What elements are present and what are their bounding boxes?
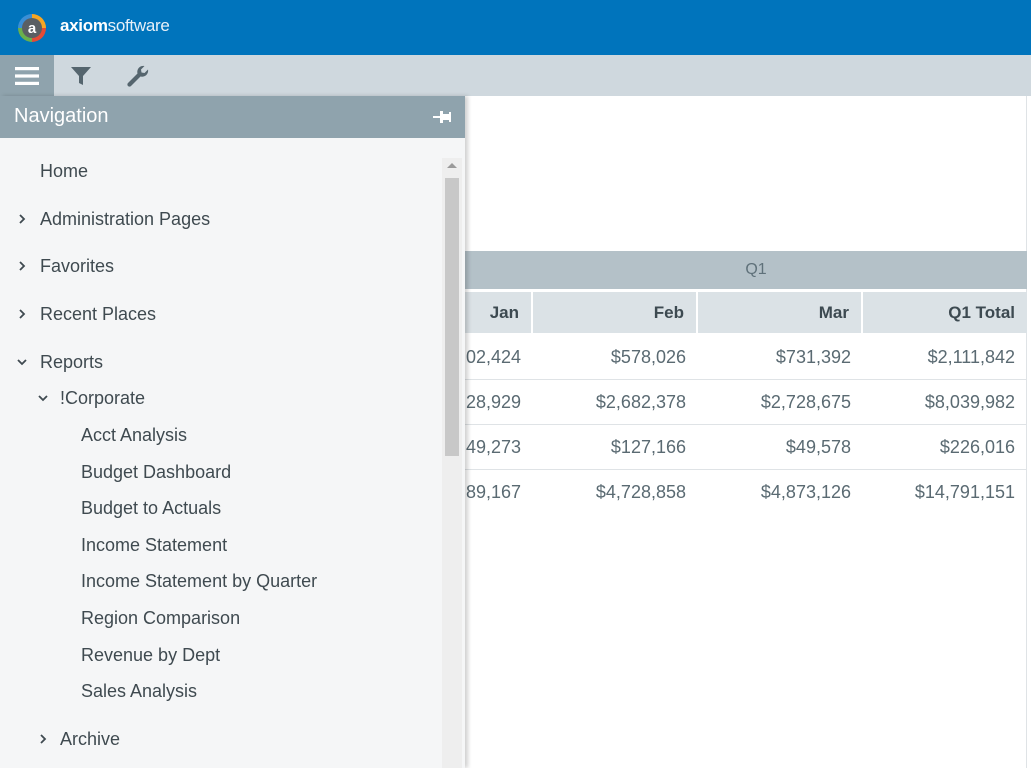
navigation-header: Navigation — [0, 96, 465, 138]
toolbar — [0, 55, 1031, 96]
chevron-down-icon[interactable] — [16, 356, 28, 368]
chevron-down-icon[interactable] — [37, 392, 49, 404]
cell-mar: $4,873,126 — [760, 481, 851, 502]
chevron-right-icon[interactable] — [16, 213, 28, 225]
cell-jan: 49,273 — [465, 436, 521, 457]
brand-bold: axiom — [60, 16, 108, 35]
navigation-title: Navigation — [14, 105, 109, 127]
menu-icon — [15, 66, 39, 85]
cell-jan: 89,167 — [465, 481, 521, 502]
column-header-q1-total[interactable]: Q1 Total — [863, 292, 1027, 333]
chevron-right-icon[interactable] — [16, 308, 28, 320]
cell-mar: $2,728,675 — [760, 391, 851, 412]
nav-item-corporate-folder[interactable]: !Corporate — [60, 387, 146, 408]
cell-q1-total: $226,016 — [939, 436, 1015, 457]
brand-light: software — [107, 16, 170, 35]
row-divider — [465, 469, 1027, 470]
tools-button[interactable] — [111, 55, 165, 96]
quarter-band-header: Q1 — [465, 251, 1027, 289]
cell-q1-total: $2,111,842 — [927, 346, 1015, 367]
nav-item-administration-pages[interactable]: Administration Pages — [40, 208, 211, 229]
cell-mar: $731,392 — [775, 346, 851, 367]
wrench-icon — [127, 65, 149, 87]
logo-letter: a — [28, 20, 37, 37]
nav-item-acct-analysis[interactable]: Acct Analysis — [81, 424, 188, 445]
filter-icon — [71, 66, 91, 85]
navigation-scrollbar[interactable] — [442, 158, 462, 768]
scrollbar-thumb[interactable] — [445, 178, 459, 456]
nav-item-region-comparison[interactable]: Region Comparison — [81, 607, 241, 628]
row-divider — [465, 424, 1027, 425]
app-header: a axiomsoftware — [0, 0, 1031, 55]
scroll-up-arrow-icon[interactable] — [447, 163, 457, 168]
cell-jan: 02,424 — [465, 346, 521, 367]
nav-item-income-statement[interactable]: Income Statement — [81, 534, 228, 555]
cell-feb: $4,728,858 — [595, 481, 686, 502]
nav-item-sales-analysis[interactable]: Sales Analysis — [81, 680, 198, 701]
cell-q1-total: $8,039,982 — [924, 391, 1015, 412]
navigation-panel: Navigation Home Administration Pages Fav… — [0, 96, 465, 768]
nav-item-revenue-by-dept[interactable]: Revenue by Dept — [81, 644, 221, 665]
nav-item-home[interactable]: Home — [40, 160, 89, 181]
cell-feb: $578,026 — [610, 346, 686, 367]
nav-item-favorites[interactable]: Favorites — [40, 255, 115, 276]
nav-item-budget-to-actuals[interactable]: Budget to Actuals — [81, 497, 222, 518]
chevron-right-icon[interactable] — [16, 260, 28, 272]
column-header-jan[interactable]: Jan — [465, 292, 531, 333]
nav-item-budget-dashboard[interactable]: Budget Dashboard — [81, 461, 232, 482]
filter-button[interactable] — [54, 55, 108, 96]
nav-item-income-statement-by-quarter[interactable]: Income Statement by Quarter — [81, 570, 318, 591]
axiom-logo-icon: a — [18, 14, 46, 42]
pin-icon[interactable] — [433, 110, 451, 124]
column-header-feb[interactable]: Feb — [533, 292, 696, 333]
nav-item-reports[interactable]: Reports — [40, 351, 104, 372]
cell-feb: $2,682,378 — [595, 391, 686, 412]
chevron-right-icon[interactable] — [37, 733, 49, 745]
row-divider — [465, 379, 1027, 380]
nav-item-archive-folder[interactable]: Archive — [60, 728, 121, 749]
nav-item-recent-places[interactable]: Recent Places — [40, 303, 157, 324]
brand-name: axiomsoftware — [60, 16, 170, 40]
report-table: Q1 Jan Feb Mar Q1 Total 02,424 $578,026 … — [465, 96, 1027, 768]
menu-button[interactable] — [0, 55, 54, 96]
cell-feb: $127,166 — [610, 436, 686, 457]
cell-q1-total: $14,791,151 — [914, 481, 1015, 502]
cell-jan: 28,929 — [465, 391, 521, 412]
cell-mar: $49,578 — [785, 436, 851, 457]
column-header-mar[interactable]: Mar — [698, 292, 861, 333]
